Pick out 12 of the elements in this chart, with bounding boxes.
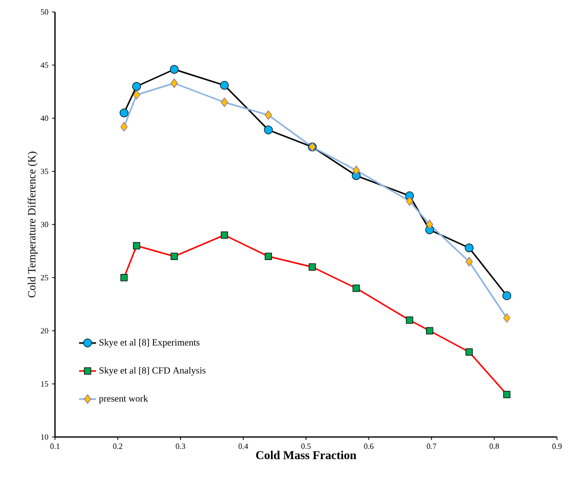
point	[502, 291, 512, 300]
point	[120, 108, 128, 118]
x-axis-title: Cold Mass Fraction	[256, 450, 356, 460]
point	[264, 126, 273, 134]
point	[132, 82, 141, 91]
point	[170, 64, 179, 74]
point	[220, 80, 229, 90]
legend-label: present work	[99, 395, 148, 404]
legend-label: Skye et al [8] CFD Analysis	[100, 366, 206, 376]
y-axis-title: Cold Temperature Difference (K)	[28, 152, 38, 298]
legend-label: Skye et al [8] Experiments	[100, 338, 200, 348]
point	[464, 243, 474, 252]
